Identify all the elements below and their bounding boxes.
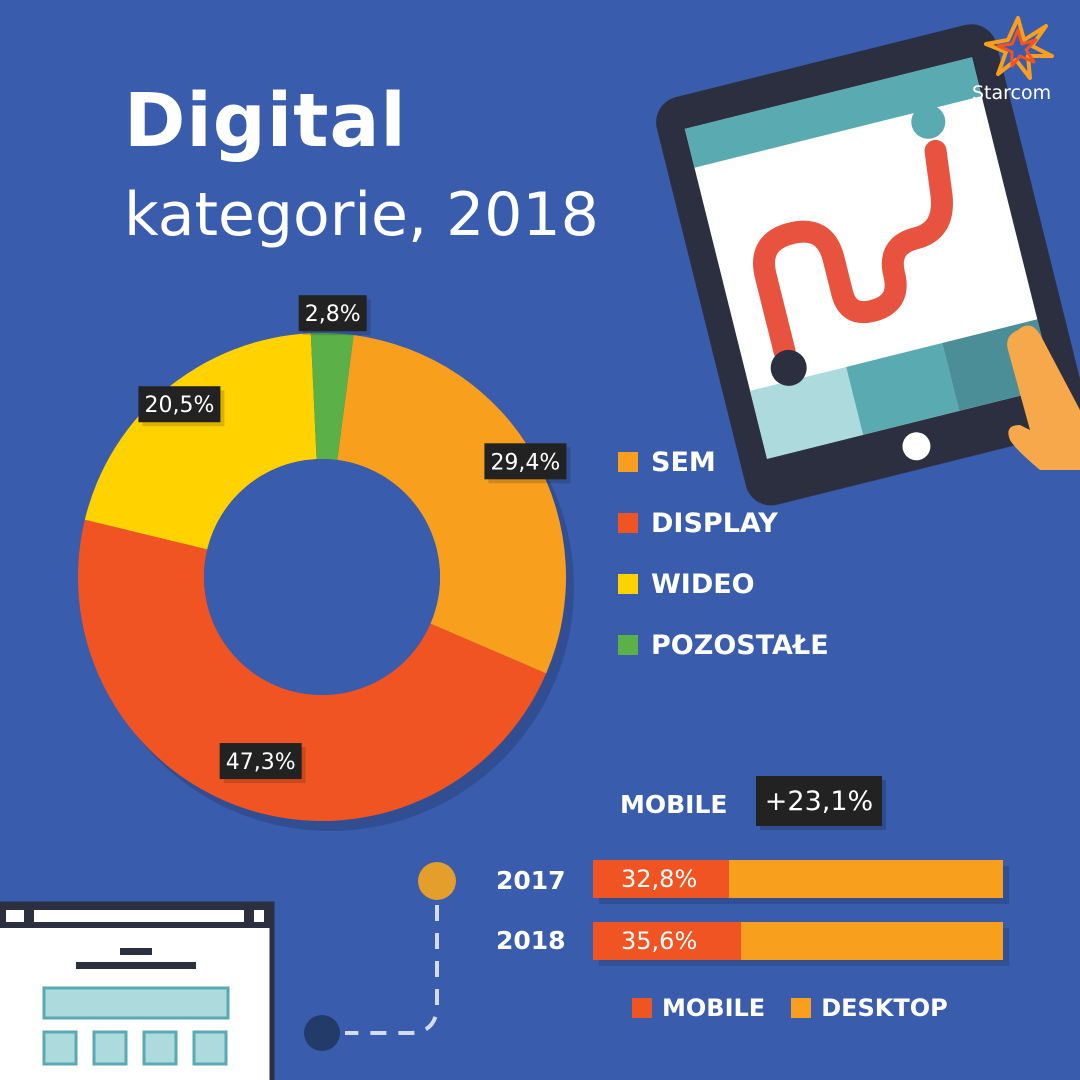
donut-label-wideo: 20,5% — [138, 386, 225, 427]
donut-slice-display — [78, 519, 547, 821]
bar-segment-mobile-2018: 35,6% — [593, 922, 741, 960]
bar-2017: 32,8% — [593, 860, 1003, 898]
legend-label-display: DISPLAY — [651, 507, 778, 539]
legend-swatch-pozostale — [618, 635, 638, 655]
donut-slice-sem — [337, 335, 566, 674]
year-label-2018: 2018 — [496, 926, 566, 955]
donut-legend: SEM DISPLAY WIDEO POZOSTAŁE — [618, 442, 829, 686]
legend-swatch-sem — [618, 452, 638, 472]
bar-legend: MOBILE DESKTOP — [632, 994, 974, 1022]
legend-item-pozostale: POZOSTAŁE — [618, 625, 829, 665]
legend-label-sem: SEM — [651, 446, 716, 478]
bar-legend-label-mobile: MOBILE — [662, 994, 766, 1022]
svg-text:2,8%: 2,8% — [305, 302, 361, 327]
legend-item-wideo: WIDEO — [618, 564, 829, 604]
legend-label-wideo: WIDEO — [651, 568, 755, 600]
hand-pointer-icon — [1007, 325, 1080, 470]
bar-legend-label-desktop: DESKTOP — [821, 994, 948, 1022]
legend-item-display: DISPLAY — [618, 503, 829, 543]
brand-name: Starcom — [972, 82, 1052, 104]
svg-text:29,4%: 29,4% — [490, 450, 560, 475]
legend-item-sem: SEM — [618, 442, 829, 482]
donut-label-display: 47,3% — [219, 743, 306, 784]
bar-segment-mobile-2017: 32,8% — [593, 860, 730, 898]
donut-label-pozostale: 2,8% — [298, 295, 371, 336]
bar-2018: 35,6% — [593, 922, 1003, 960]
legend-swatch-display — [618, 513, 638, 533]
mobile-title: MOBILE — [620, 790, 728, 819]
svg-text:20,5%: 20,5% — [144, 393, 214, 418]
legend-swatch-wideo — [618, 574, 638, 594]
donut-label-sem: 29,4% — [484, 443, 571, 484]
starcom-logo-icon — [984, 16, 1054, 80]
bar-legend-item-desktop: DESKTOP — [791, 994, 948, 1022]
legend-label-pozostale: POZOSTAŁE — [651, 629, 829, 661]
browser-window-icon — [0, 901, 275, 1080]
donut-hole — [204, 459, 440, 695]
donut-slice-pozostale — [310, 333, 354, 460]
chart-title: Digital — [124, 78, 407, 164]
bar-legend-swatch-desktop — [791, 998, 812, 1018]
bar-legend-item-mobile: MOBILE — [632, 994, 765, 1022]
mobile-growth-badge: +23,1% — [756, 776, 882, 826]
chart-subtitle: kategorie, 2018 — [124, 180, 599, 250]
svg-text:47,3%: 47,3% — [226, 750, 296, 775]
donut-slice-wideo — [84, 333, 317, 550]
year-label-2017: 2017 — [496, 866, 566, 895]
bar-legend-swatch-mobile — [632, 998, 652, 1018]
